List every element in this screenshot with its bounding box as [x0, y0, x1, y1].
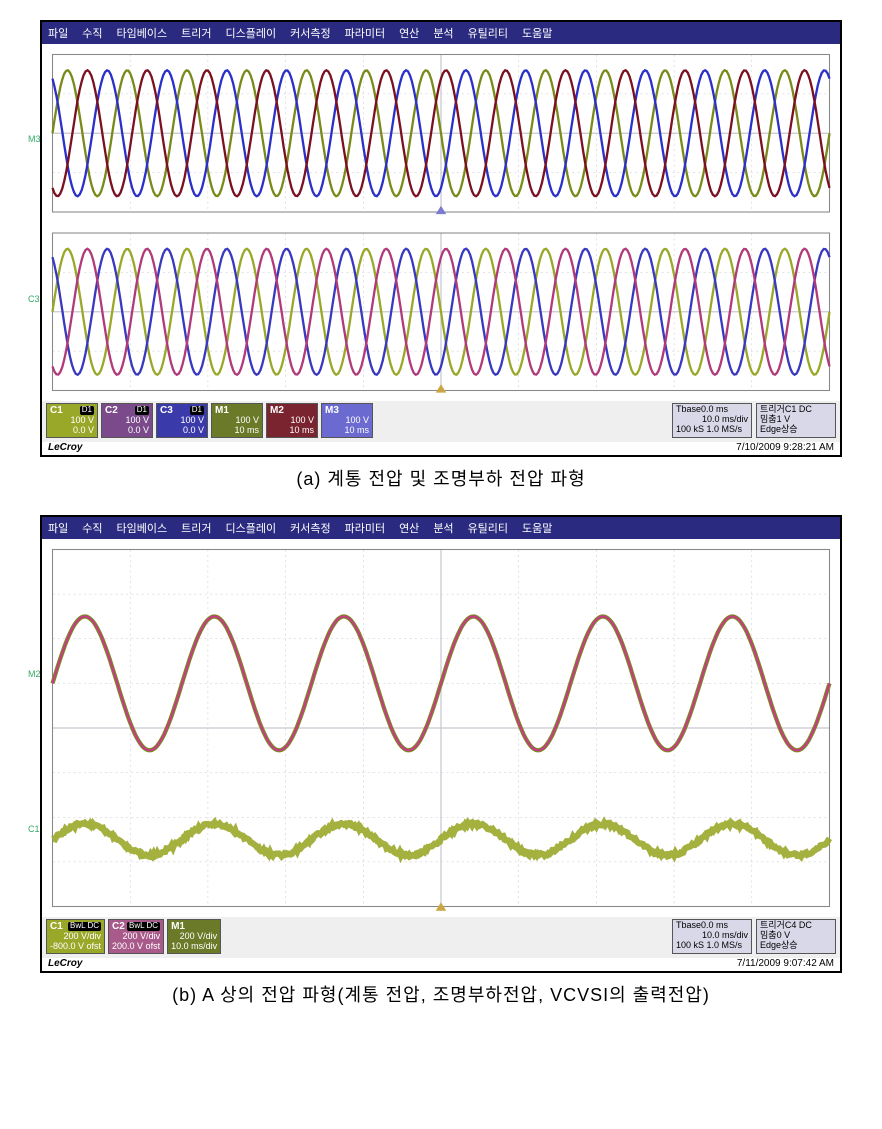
menu-help[interactable]: 도움말: [522, 25, 552, 41]
trig-stop-b: 밈춤: [760, 930, 777, 940]
menubar-a: 파일 수직 타임베이스 트리거 디스플레이 커서측정 파라미터 연산 분석 유틸…: [42, 22, 840, 44]
menu-utility-b[interactable]: 유틸리티: [468, 520, 508, 536]
waveform-area-b: M2 C1: [42, 539, 840, 917]
oscilloscope-panel-b: 파일 수직 타임베이스 트리거 디스플레이 커서측정 파라미터 연산 분석 유틸…: [40, 515, 842, 973]
channel-box-m1[interactable]: M1100 V10 ms: [211, 403, 263, 438]
channel-box-m1[interactable]: M1200 V/div10.0 ms/div: [167, 919, 221, 954]
trig-src: C1 DC: [785, 404, 812, 414]
waveform-area-a: M3 C3: [42, 44, 840, 401]
tbase-title-b: Tbase: [676, 920, 701, 930]
timestamp-a: 7/10/2009 9:28:21 AM: [736, 442, 834, 453]
menu-file[interactable]: 파일: [48, 25, 68, 41]
trig-src-b: C4 DC: [785, 920, 812, 930]
menu-trigger[interactable]: 트리거: [181, 25, 211, 41]
trig-stop: 밈춤: [760, 414, 777, 424]
side-label-m3: M3: [28, 134, 41, 144]
trig-mode-b: 상승: [781, 940, 798, 950]
timestamp-b: 7/11/2009 9:07:42 AM: [737, 958, 834, 969]
menu-math[interactable]: 연산: [399, 25, 419, 41]
menu-vertical-b[interactable]: 수직: [82, 520, 102, 536]
menu-math-b[interactable]: 연산: [399, 520, 419, 536]
channel-group-b: C1BwL DC200 V/div-800.0 V ofstC2BwL DC20…: [46, 919, 221, 954]
menu-timebase-b[interactable]: 타임베이스: [117, 520, 168, 536]
menu-cursor-b[interactable]: 커서측정: [290, 520, 330, 536]
trig-edge: Edge: [760, 424, 781, 434]
channel-group-a: C1D1100 V0.0 VC2D1100 V0.0 VC3D1100 V0.0…: [46, 403, 373, 438]
brand-row-a: LeCroy 7/10/2009 9:28:21 AM: [42, 442, 840, 455]
channel-box-c1[interactable]: C1BwL DC200 V/div-800.0 V ofst: [46, 919, 105, 954]
menu-analysis[interactable]: 분석: [433, 25, 453, 41]
timebase-box-b: Tbase0.0 ms 10.0 ms/div 100 kS 1.0 MS/s: [672, 919, 752, 954]
tbase-title: Tbase: [676, 404, 701, 414]
tbase-delay-b: 0.0 ms: [701, 920, 728, 930]
right-boxes-b: Tbase0.0 ms 10.0 ms/div 100 kS 1.0 MS/s …: [672, 919, 836, 954]
menu-display[interactable]: 디스플레이: [225, 25, 276, 41]
menu-parameter[interactable]: 파라미터: [345, 25, 385, 41]
channel-box-c2[interactable]: C2D1100 V0.0 V: [101, 403, 153, 438]
channel-box-c3[interactable]: C3D1100 V0.0 V: [156, 403, 208, 438]
info-bar-a: C1D1100 V0.0 VC2D1100 V0.0 VC3D1100 V0.0…: [42, 401, 840, 442]
trig-title: 트리거: [760, 404, 785, 414]
trig-title-b: 트리거: [760, 920, 785, 930]
trig-level: 1 V: [777, 414, 791, 424]
menu-display-b[interactable]: 디스플레이: [225, 520, 276, 536]
channel-box-m2[interactable]: M2100 V10 ms: [266, 403, 318, 438]
trig-edge-b: Edge: [760, 940, 781, 950]
menu-analysis-b[interactable]: 분석: [433, 520, 453, 536]
menu-vertical[interactable]: 수직: [82, 25, 102, 41]
tbase-rate: 100 kS 1.0 MS/s: [676, 425, 748, 435]
channel-box-c1[interactable]: C1D1100 V0.0 V: [46, 403, 98, 438]
tbase-delay: 0.0 ms: [701, 404, 728, 414]
menu-cursor[interactable]: 커서측정: [290, 25, 330, 41]
menu-file-b[interactable]: 파일: [48, 520, 68, 536]
brand-b: LeCroy: [48, 958, 82, 969]
channel-box-c2[interactable]: C2BwL DC200 V/div200.0 V ofst: [108, 919, 164, 954]
right-boxes-a: Tbase0.0 ms 10.0 ms/div 100 kS 1.0 MS/s …: [672, 403, 836, 438]
trig-mode: 상승: [781, 424, 798, 434]
channel-box-m3[interactable]: M3100 V10 ms: [321, 403, 373, 438]
menu-trigger-b[interactable]: 트리거: [181, 520, 211, 536]
trigger-box-a: 트리거C1 DC 밈춤1 V Edge상승: [756, 403, 836, 438]
waveform-svg-b: [42, 539, 840, 917]
side-label-c1: C1: [28, 824, 40, 834]
caption-a: (a) 계통 전압 및 조명부하 전압 파형: [40, 465, 842, 491]
menu-utility[interactable]: 유틸리티: [468, 25, 508, 41]
tbase-rate-b: 100 kS 1.0 MS/s: [676, 941, 748, 951]
brand-row-b: LeCroy 7/11/2009 9:07:42 AM: [42, 958, 840, 971]
trig-level-b: 0 V: [777, 930, 791, 940]
caption-b: (b) A 상의 전압 파형(계통 전압, 조명부하전압, VCVSI의 출력전…: [40, 981, 842, 1007]
oscilloscope-panel-a: 파일 수직 타임베이스 트리거 디스플레이 커서측정 파라미터 연산 분석 유틸…: [40, 20, 842, 457]
side-label-c3: C3: [28, 294, 40, 304]
menu-help-b[interactable]: 도움말: [522, 520, 552, 536]
menu-parameter-b[interactable]: 파라미터: [345, 520, 385, 536]
brand-a: LeCroy: [48, 442, 82, 453]
side-label-m2: M2: [28, 669, 41, 679]
timebase-box-a: Tbase0.0 ms 10.0 ms/div 100 kS 1.0 MS/s: [672, 403, 752, 438]
info-bar-b: C1BwL DC200 V/div-800.0 V ofstC2BwL DC20…: [42, 917, 840, 958]
menubar-b: 파일 수직 타임베이스 트리거 디스플레이 커서측정 파라미터 연산 분석 유틸…: [42, 517, 840, 539]
trigger-box-b: 트리거C4 DC 밈춤0 V Edge상승: [756, 919, 836, 954]
waveform-svg-a: [42, 44, 840, 401]
menu-timebase[interactable]: 타임베이스: [117, 25, 168, 41]
